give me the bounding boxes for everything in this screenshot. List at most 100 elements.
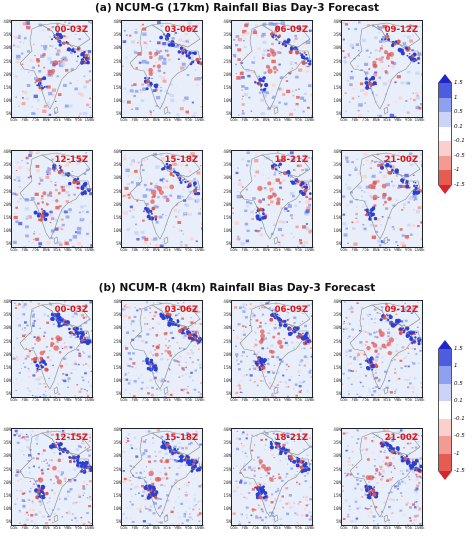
bias-cell xyxy=(367,315,369,317)
bias-cell xyxy=(56,522,58,524)
bias-cell xyxy=(64,28,67,30)
bias-cell xyxy=(61,347,64,349)
bias-cell xyxy=(78,115,80,117)
bias-cell xyxy=(56,437,59,439)
bias-cell xyxy=(177,175,182,179)
bias-cell xyxy=(414,437,418,440)
bias-cell xyxy=(254,331,256,333)
bias-cell xyxy=(73,312,77,315)
bias-hotspot xyxy=(398,48,403,53)
bias-hotspot xyxy=(298,461,301,464)
longitude-label: 80E xyxy=(372,396,381,402)
bias-cell xyxy=(152,437,154,439)
bias-cell xyxy=(165,365,167,367)
longitude-label: 90E xyxy=(174,116,182,122)
bias-cell xyxy=(347,393,350,395)
bias-cell xyxy=(20,478,22,480)
bias-cell xyxy=(306,206,311,210)
bias-hotspot xyxy=(400,458,405,463)
bias-cell xyxy=(32,509,35,511)
longitude-label: 85E xyxy=(53,116,61,122)
bias-cell xyxy=(171,440,174,442)
bias-cell xyxy=(421,159,422,163)
bias-cell xyxy=(35,169,41,173)
bias-cell xyxy=(257,481,260,484)
bias-cell xyxy=(24,330,26,332)
longitude-label: 80E xyxy=(262,116,271,122)
bias-cell xyxy=(296,522,298,524)
bias-cell xyxy=(142,32,147,36)
bias-cell xyxy=(237,37,243,42)
bias-cell xyxy=(253,470,256,472)
bias-cell xyxy=(371,393,374,396)
map-panel: 40N 35N 30N 25N 20N 15N 10N 5N 21-00Z 65E 70E 75E 80… xyxy=(332,146,424,252)
bias-cell xyxy=(364,62,369,66)
bias-cell xyxy=(304,168,309,172)
latitude-label: 35N xyxy=(113,162,121,168)
bias-cell xyxy=(159,521,163,524)
country-outline xyxy=(41,152,91,178)
bias-cell xyxy=(180,388,184,391)
bias-cell xyxy=(51,237,54,239)
bias-cell xyxy=(32,66,35,69)
bias-cell xyxy=(169,83,173,86)
rainfall-bias-field xyxy=(12,151,92,247)
bias-cell xyxy=(82,316,86,319)
bias-cell xyxy=(388,450,390,452)
bias-cell xyxy=(197,359,200,361)
bias-cell xyxy=(262,370,266,373)
bias-cell xyxy=(253,459,255,461)
rainfall-bias-field xyxy=(122,301,202,397)
latitude-label: 5N xyxy=(5,391,11,397)
dry-bias-patch xyxy=(151,196,154,199)
bias-cell xyxy=(285,363,288,366)
bias-hotspot xyxy=(367,495,369,497)
country-outline xyxy=(53,236,59,245)
dry-bias-patch xyxy=(384,70,388,73)
bias-cell xyxy=(241,433,244,436)
bias-cell xyxy=(268,486,271,489)
bias-hotspot xyxy=(307,59,310,63)
bias-cell xyxy=(369,224,373,227)
bias-cell xyxy=(48,377,50,380)
bias-cell xyxy=(406,379,409,381)
bias-cell xyxy=(26,355,30,358)
bias-cell xyxy=(16,176,21,180)
bias-cell xyxy=(298,239,302,242)
bias-cell xyxy=(165,386,168,388)
bias-cell xyxy=(184,65,188,69)
bias-cell xyxy=(65,68,69,72)
dry-bias-patch xyxy=(272,192,275,196)
bias-cell xyxy=(258,230,261,232)
bias-cell xyxy=(126,507,129,509)
bias-cell xyxy=(88,521,91,524)
bias-hotspot xyxy=(263,216,267,220)
bias-cell xyxy=(90,219,92,224)
bias-hotspot xyxy=(75,331,80,336)
bias-cell xyxy=(306,391,309,393)
bias-cell xyxy=(404,319,408,322)
bias-cell xyxy=(12,67,13,69)
bias-cell xyxy=(52,364,54,367)
colorbar: 1.5 1 0.5 0.1 -0.1 -0.5 -1 -1.5 xyxy=(438,340,465,480)
country-outline xyxy=(41,22,91,48)
bias-hotspot xyxy=(275,313,277,315)
bias-hotspot xyxy=(406,462,410,465)
bias-cell xyxy=(143,41,147,44)
bias-cell xyxy=(189,516,192,519)
bias-cell xyxy=(418,522,422,525)
bias-cell xyxy=(305,223,308,225)
bias-cell xyxy=(65,36,69,39)
bias-hotspot xyxy=(380,163,384,167)
bias-cell xyxy=(258,504,260,505)
latitude-label: 15N xyxy=(3,215,11,220)
bias-cell xyxy=(193,345,196,347)
bias-cell xyxy=(199,318,202,320)
bias-cell xyxy=(160,380,164,383)
bias-cell xyxy=(25,215,30,219)
bias-cell xyxy=(72,430,74,432)
bias-cell xyxy=(82,351,84,353)
longitude-label: 100E xyxy=(84,246,95,252)
bias-cell xyxy=(236,359,238,361)
bias-cell xyxy=(44,394,48,397)
